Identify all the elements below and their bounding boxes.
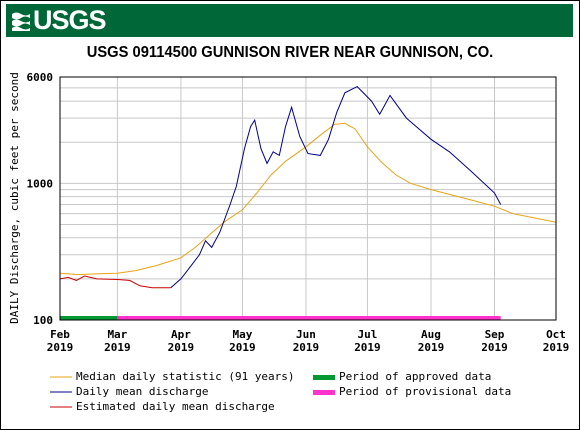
x-tick-month: Jun (296, 328, 316, 341)
chart-grid (59, 76, 557, 320)
y-tick-labels: 100 1000 6000 (27, 71, 54, 327)
x-tick-month: Mar (107, 328, 127, 341)
x-tick-year: 2019 (481, 341, 508, 354)
usgs-wave-icon (12, 12, 30, 31)
legend-swatch-approved (313, 375, 335, 380)
y-tick-label: 100 (33, 314, 53, 327)
usgs-banner: USGS (6, 4, 573, 37)
x-tick-year: 2019 (418, 341, 445, 354)
median-daily-line (59, 122, 557, 276)
legend-label-approved: Period of approved data (339, 370, 492, 383)
x-tick-year: 2019 (104, 341, 131, 354)
x-tick-year: 2019 (47, 341, 74, 354)
legend-label-provisional: Period of provisional data (339, 385, 512, 398)
estimated-daily-mean-line (59, 275, 171, 289)
daily-mean-discharge-line (170, 85, 502, 289)
chart-series (59, 85, 557, 289)
legend-swatch-estimated (50, 406, 72, 408)
legend-label-daily-mean: Daily mean discharge (76, 385, 209, 398)
y-axis-label: DAILY Discharge, cubic feet per second (8, 72, 21, 324)
x-tick-year: 2019 (293, 341, 320, 354)
x-tick-month: Sep (485, 328, 505, 341)
plot-border (59, 76, 557, 321)
usgs-logo[interactable]: USGS (12, 5, 107, 35)
usgs-logo-text: USGS (33, 5, 107, 35)
x-tick-year: 2019 (229, 341, 256, 354)
x-tick-month: Apr (171, 328, 191, 341)
x-tick-month: May (232, 328, 252, 341)
approved-data-bar (60, 316, 118, 320)
legend-swatch-median (50, 376, 72, 378)
x-tick-month: Aug (421, 328, 441, 341)
status-bars (60, 316, 501, 320)
legend-swatch-provisional (313, 390, 335, 395)
x-tick-month: Feb (50, 328, 70, 341)
y-tick-label: 6000 (27, 71, 54, 84)
x-tick-year: 2019 (543, 341, 570, 354)
chart-title: USGS 09114500 GUNNISON RIVER NEAR GUNNIS… (86, 44, 494, 61)
legend-label-median: Median daily statistic (91 years) (76, 370, 295, 383)
x-tick-year: 2019 (168, 341, 195, 354)
y-tick-label: 1000 (27, 177, 54, 190)
x-tick-month: Jul (358, 328, 378, 341)
legend-label-estimated: Estimated daily mean discharge (76, 400, 275, 413)
provisional-data-bar (117, 316, 501, 320)
x-tick-year: 2019 (354, 341, 381, 354)
x-tick-labels: Feb2019Mar2019Apr2019May2019Jun2019Jul20… (47, 328, 570, 354)
legend-swatch-daily-mean (50, 391, 72, 393)
x-tick-month: Oct (546, 328, 566, 341)
